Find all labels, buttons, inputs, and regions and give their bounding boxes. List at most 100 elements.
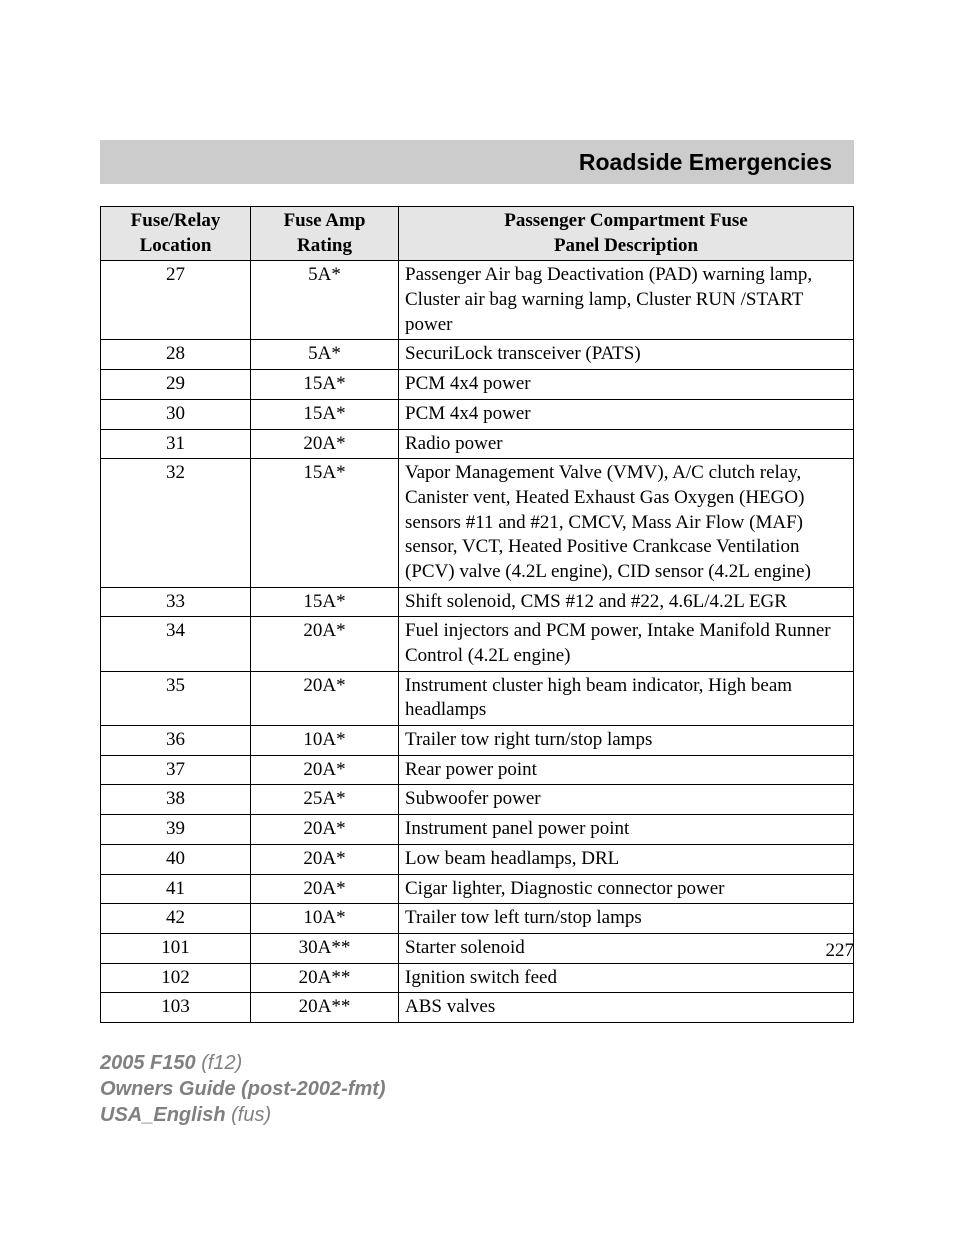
cell-description: PCM 4x4 power (399, 370, 854, 400)
cell-amp-rating: 20A* (251, 844, 399, 874)
cell-description: Shift solenoid, CMS #12 and #22, 4.6L/4.… (399, 587, 854, 617)
cell-description: Cigar lighter, Diagnostic connector powe… (399, 874, 854, 904)
cell-location: 33 (101, 587, 251, 617)
table-row: 2915A*PCM 4x4 power (101, 370, 854, 400)
fuse-table-head: Fuse/Relay Location Fuse Amp Rating Pass… (101, 207, 854, 261)
cell-amp-rating: 20A** (251, 993, 399, 1023)
cell-description: Instrument panel power point (399, 815, 854, 845)
cell-location: 28 (101, 340, 251, 370)
footer-code: (f12) (196, 1052, 243, 1074)
footer-guide: Owners Guide (post-2002-fmt) (100, 1078, 386, 1100)
cell-amp-rating: 5A* (251, 340, 399, 370)
cell-description: Ignition switch feed (399, 963, 854, 993)
page-number: 227 (826, 940, 855, 962)
table-row: 10130A**Starter solenoid (101, 933, 854, 963)
cell-description: Starter solenoid (399, 933, 854, 963)
cell-description: SecuriLock transceiver (PATS) (399, 340, 854, 370)
col-header-line: Location (140, 235, 212, 256)
cell-amp-rating: 15A* (251, 399, 399, 429)
table-row: 3015A*PCM 4x4 power (101, 399, 854, 429)
cell-location: 38 (101, 785, 251, 815)
page-container: Roadside Emergencies Fuse/Relay Location… (0, 0, 954, 1023)
table-row: 10220A**Ignition switch feed (101, 963, 854, 993)
cell-description: Subwoofer power (399, 785, 854, 815)
col-header-line: Panel Description (554, 235, 698, 256)
col-header-line: Fuse/Relay (131, 210, 221, 231)
cell-description: Trailer tow left turn/stop lamps (399, 904, 854, 934)
cell-amp-rating: 20A* (251, 815, 399, 845)
cell-description: Instrument cluster high beam indicator, … (399, 671, 854, 725)
cell-location: 36 (101, 726, 251, 756)
fuse-table-body: 275A*Passenger Air bag Deactivation (PAD… (101, 261, 854, 1023)
table-row: 285A*SecuriLock transceiver (PATS) (101, 340, 854, 370)
cell-amp-rating: 15A* (251, 459, 399, 587)
cell-location: 42 (101, 904, 251, 934)
col-header-line: Rating (297, 235, 352, 256)
cell-description: Fuel injectors and PCM power, Intake Man… (399, 617, 854, 671)
cell-location: 29 (101, 370, 251, 400)
footer-line-1: 2005 F150 (f12) (100, 1050, 386, 1076)
section-header-title: Roadside Emergencies (579, 149, 832, 176)
table-row: 3420A*Fuel injectors and PCM power, Inta… (101, 617, 854, 671)
col-header-line: Fuse Amp (284, 210, 366, 231)
cell-location: 102 (101, 963, 251, 993)
cell-description: Rear power point (399, 755, 854, 785)
table-row: 3720A*Rear power point (101, 755, 854, 785)
cell-description: Radio power (399, 429, 854, 459)
cell-amp-rating: 20A* (251, 617, 399, 671)
col-header-rating: Fuse Amp Rating (251, 207, 399, 261)
cell-location: 41 (101, 874, 251, 904)
col-header-location: Fuse/Relay Location (101, 207, 251, 261)
table-row: 3920A*Instrument panel power point (101, 815, 854, 845)
table-row: 4120A*Cigar lighter, Diagnostic connecto… (101, 874, 854, 904)
footer-locale-code: (fus) (226, 1104, 272, 1126)
footer-locale: USA_English (100, 1104, 226, 1126)
cell-location: 101 (101, 933, 251, 963)
cell-amp-rating: 20A* (251, 874, 399, 904)
cell-amp-rating: 20A* (251, 671, 399, 725)
cell-location: 27 (101, 261, 251, 340)
cell-location: 39 (101, 815, 251, 845)
cell-amp-rating: 10A* (251, 904, 399, 934)
cell-amp-rating: 30A** (251, 933, 399, 963)
cell-amp-rating: 5A* (251, 261, 399, 340)
table-row: 10320A**ABS valves (101, 993, 854, 1023)
cell-amp-rating: 15A* (251, 370, 399, 400)
footer-line-2: Owners Guide (post-2002-fmt) (100, 1076, 386, 1102)
table-row: 4020A*Low beam headlamps, DRL (101, 844, 854, 874)
table-row: 3120A*Radio power (101, 429, 854, 459)
cell-amp-rating: 25A* (251, 785, 399, 815)
table-row: 3825A*Subwoofer power (101, 785, 854, 815)
cell-location: 103 (101, 993, 251, 1023)
cell-description: PCM 4x4 power (399, 399, 854, 429)
cell-location: 35 (101, 671, 251, 725)
fuse-table: Fuse/Relay Location Fuse Amp Rating Pass… (100, 206, 854, 1023)
cell-description: ABS valves (399, 993, 854, 1023)
cell-amp-rating: 20A** (251, 963, 399, 993)
cell-location: 37 (101, 755, 251, 785)
cell-amp-rating: 20A* (251, 755, 399, 785)
cell-description: Passenger Air bag Deactivation (PAD) war… (399, 261, 854, 340)
cell-location: 34 (101, 617, 251, 671)
table-row: 3520A*Instrument cluster high beam indic… (101, 671, 854, 725)
cell-amp-rating: 20A* (251, 429, 399, 459)
col-header-line: Passenger Compartment Fuse (504, 210, 747, 231)
section-header-bar: Roadside Emergencies (100, 140, 854, 184)
cell-location: 30 (101, 399, 251, 429)
footer-line-3: USA_English (fus) (100, 1102, 386, 1128)
cell-location: 40 (101, 844, 251, 874)
cell-amp-rating: 15A* (251, 587, 399, 617)
table-row: 4210A*Trailer tow left turn/stop lamps (101, 904, 854, 934)
cell-description: Vapor Management Valve (VMV), A/C clutch… (399, 459, 854, 587)
table-row: 275A*Passenger Air bag Deactivation (PAD… (101, 261, 854, 340)
col-header-description: Passenger Compartment Fuse Panel Descrip… (399, 207, 854, 261)
footer-model: 2005 F150 (100, 1052, 196, 1074)
table-row: 3215A*Vapor Management Valve (VMV), A/C … (101, 459, 854, 587)
table-row: 3610A*Trailer tow right turn/stop lamps (101, 726, 854, 756)
cell-amp-rating: 10A* (251, 726, 399, 756)
cell-location: 32 (101, 459, 251, 587)
page-footer: 2005 F150 (f12) Owners Guide (post-2002-… (100, 1050, 386, 1128)
cell-description: Low beam headlamps, DRL (399, 844, 854, 874)
table-row: 3315A*Shift solenoid, CMS #12 and #22, 4… (101, 587, 854, 617)
cell-description: Trailer tow right turn/stop lamps (399, 726, 854, 756)
